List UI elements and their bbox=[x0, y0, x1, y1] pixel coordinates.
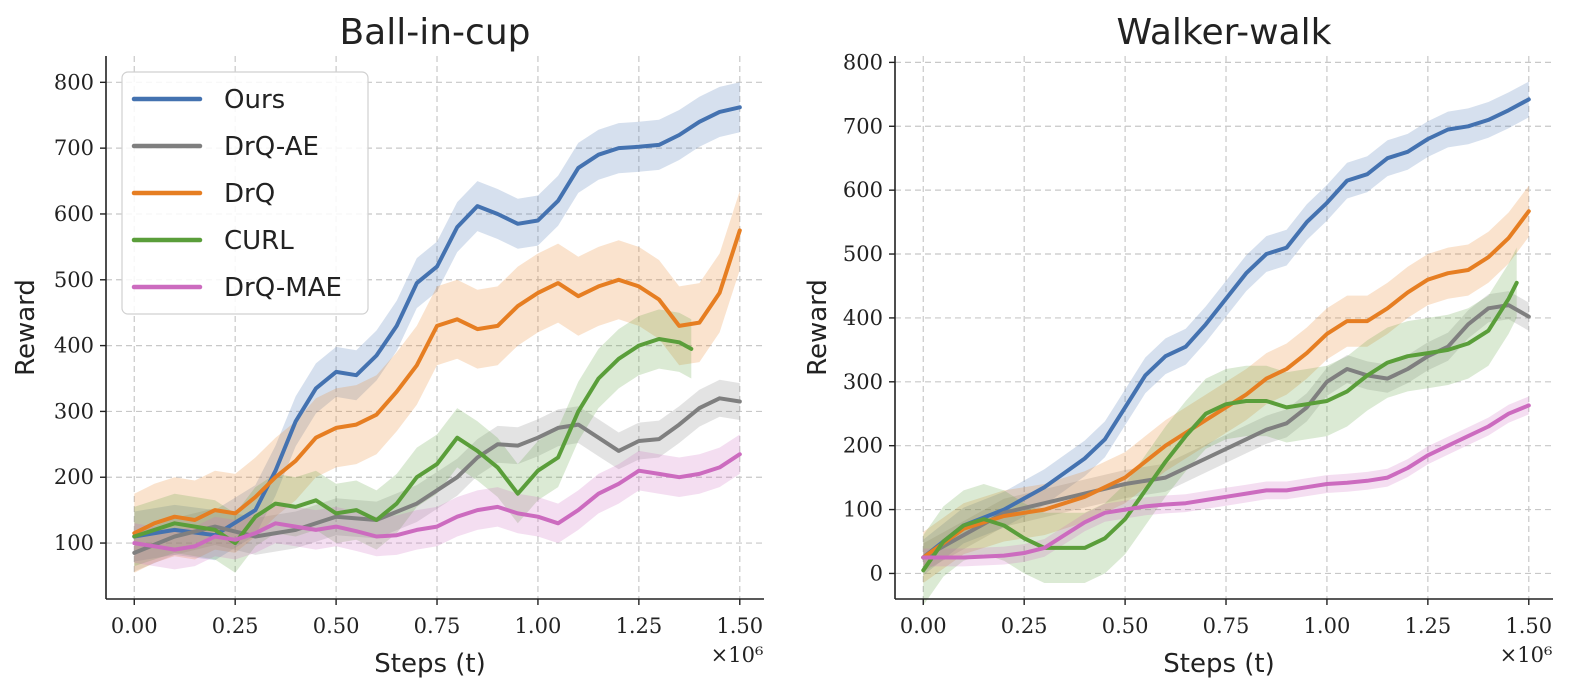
ball-in-cup-drq-mae-band bbox=[134, 434, 740, 570]
ball-in-cup-ytick-label-4: 500 bbox=[54, 268, 94, 292]
walker-walk-xtick-label-4: 1.00 bbox=[1304, 614, 1351, 638]
walker-walk-ytick-label-2: 200 bbox=[843, 434, 883, 458]
walker-walk-xtick-label-5: 1.25 bbox=[1404, 614, 1451, 638]
ball-in-cup-ours-line bbox=[132, 105, 742, 539]
legend: Ours DrQ-AE DrQ CURL DrQ-MAE bbox=[121, 71, 369, 315]
walker-walk-ytick-label-7: 700 bbox=[843, 114, 883, 138]
walker-walk-drq-line bbox=[921, 209, 1531, 560]
walker-walk-drq-band bbox=[923, 185, 1529, 583]
walker-walk-xtick-label-2: 0.50 bbox=[1102, 614, 1149, 638]
walker-walk-y-label: Reward bbox=[803, 279, 833, 376]
ball-in-cup-xtick-label-3: 0.75 bbox=[414, 614, 461, 638]
walker-walk-xtick-label-6: 1.50 bbox=[1505, 614, 1552, 638]
ball-in-cup-ytick-label-6: 700 bbox=[54, 136, 94, 160]
ball-in-cup-xtick-label-4: 1.00 bbox=[515, 614, 562, 638]
walker-walk-ytick-label-6: 600 bbox=[843, 178, 883, 202]
walker-walk-ytick-label-8: 800 bbox=[843, 50, 883, 74]
walker-walk-x-label: Steps (t) bbox=[1163, 649, 1275, 679]
walker-walk-x-offset-label: ×10⁶ bbox=[1500, 643, 1553, 667]
legend-label-ours: Ours bbox=[224, 85, 285, 115]
ball-in-cup-drq-line bbox=[132, 228, 742, 536]
walker-walk-drq-mae-band bbox=[923, 396, 1529, 567]
ball-in-cup-xtick-label-2: 0.50 bbox=[313, 614, 360, 638]
walker-walk-ytick-label-3: 300 bbox=[843, 370, 883, 394]
legend-frame bbox=[121, 71, 369, 315]
ball-in-cup-y-label: Reward bbox=[11, 279, 41, 376]
walker-walk-drq-ae-line bbox=[921, 303, 1531, 560]
walker-walk-xtick-label-0: 0.00 bbox=[900, 614, 947, 638]
walker-walk-panel: 0.00 0.25 0.50 0.75 1.00 1.25 1.50 0 100 200 300 40… bbox=[803, 12, 1553, 679]
ball-in-cup-ytick-label-0: 100 bbox=[54, 531, 94, 555]
ball-in-cup-xtick-label-6: 1.50 bbox=[716, 614, 763, 638]
ball-in-cup-ytick-label-3: 400 bbox=[54, 334, 94, 358]
ball-in-cup-drq-mae-line bbox=[132, 452, 742, 552]
ball-in-cup-xtick-label-1: 0.25 bbox=[212, 614, 259, 638]
ball-in-cup-xtick-label-0: 0.00 bbox=[111, 614, 158, 638]
walker-walk-title: Walker-walk bbox=[1117, 12, 1332, 53]
legend-label-curl: CURL bbox=[224, 226, 294, 256]
walker-walk-ours-line bbox=[921, 97, 1531, 560]
ball-in-cup-ytick-label-5: 600 bbox=[54, 202, 94, 226]
ball-in-cup-panel: 0.00 0.25 0.50 0.75 1.00 1.25 1.50 100 200 300 400… bbox=[11, 12, 764, 679]
legend-label-drq-ae: DrQ-AE bbox=[224, 132, 319, 162]
walker-walk-ytick-label-1: 100 bbox=[843, 498, 883, 522]
ball-in-cup-curl-line bbox=[132, 337, 694, 546]
legend-label-drq: DrQ bbox=[224, 179, 275, 209]
ball-in-cup-drq-band bbox=[134, 190, 740, 573]
walker-walk-grid bbox=[895, 56, 1553, 599]
walker-walk-curl-band bbox=[923, 247, 1517, 606]
walker-walk-ytick-label-5: 500 bbox=[843, 242, 883, 266]
ball-in-cup-x-label: Steps (t) bbox=[374, 649, 486, 679]
ball-in-cup-drq-ae-line bbox=[132, 396, 742, 555]
ball-in-cup-ytick-label-1: 200 bbox=[54, 465, 94, 489]
walker-walk-xtick-label-3: 0.75 bbox=[1203, 614, 1250, 638]
ball-in-cup-ytick-label-2: 300 bbox=[54, 399, 94, 423]
walker-walk-xtick-label-1: 0.25 bbox=[1001, 614, 1048, 638]
ball-in-cup-ytick-label-7: 800 bbox=[54, 70, 94, 94]
legend-label-drq-mae: DrQ-MAE bbox=[224, 273, 342, 303]
ball-in-cup-xtick-label-5: 1.25 bbox=[615, 614, 662, 638]
walker-walk-curl-line bbox=[921, 280, 1519, 573]
walker-walk-ytick-label-4: 400 bbox=[843, 306, 883, 330]
ball-in-cup-title: Ball-in-cup bbox=[339, 12, 530, 53]
walker-walk-drq-mae-line bbox=[921, 403, 1531, 560]
walker-walk-ytick-label-0: 0 bbox=[870, 561, 883, 585]
ball-in-cup-x-offset-label: ×10⁶ bbox=[711, 643, 764, 667]
walker-walk-ours-band bbox=[923, 81, 1529, 576]
